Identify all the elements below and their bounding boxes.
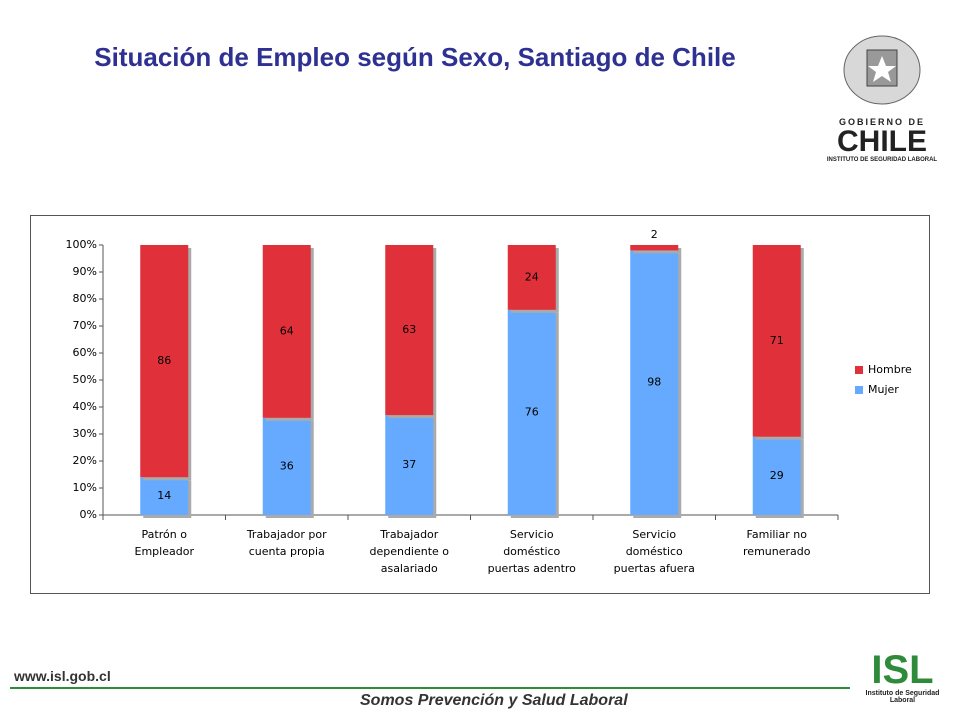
bar xyxy=(140,245,189,478)
bar xyxy=(262,417,311,515)
y-tick-label: 90% xyxy=(73,265,97,278)
bar xyxy=(630,245,679,251)
footer-slogan: Somos Prevención y Salud Laboral xyxy=(360,692,628,709)
bar xyxy=(752,245,801,437)
bar xyxy=(385,245,434,416)
bar-shadow xyxy=(633,248,682,254)
y-tick-label: 10% xyxy=(73,481,97,494)
y-tick-label: 20% xyxy=(73,454,97,467)
bar xyxy=(507,245,556,310)
y-tick-label: 50% xyxy=(73,373,97,386)
bar xyxy=(752,436,801,515)
legend-swatch xyxy=(855,366,863,374)
bar xyxy=(630,250,679,515)
y-tick-label: 70% xyxy=(73,319,97,332)
value-label: 64 xyxy=(280,324,294,337)
legend-label: Mujer xyxy=(868,383,899,396)
y-tick-label: 40% xyxy=(73,400,97,413)
value-label: 14 xyxy=(157,489,171,502)
legend-label: Hombre xyxy=(868,363,912,376)
isl-sub: Instituto de Seguridad Laboral xyxy=(865,690,940,704)
y-tick-label: 80% xyxy=(73,292,97,305)
y-tick-label: 60% xyxy=(73,346,97,359)
bar xyxy=(507,309,556,515)
value-label: 71 xyxy=(770,334,784,347)
footer-url: www.isl.gob.cl xyxy=(14,668,111,684)
x-tick-label: Trabajador por cuenta propia xyxy=(246,528,327,558)
value-label: 37 xyxy=(402,458,416,471)
value-label: 98 xyxy=(647,376,661,389)
logo-main: CHILE xyxy=(837,125,927,158)
value-label: 2 xyxy=(651,228,658,241)
isl-logo: ISL Instituto de Seguridad Laboral xyxy=(855,650,950,704)
slide-title: Situación de Empleo según Sexo, Santiago… xyxy=(94,42,736,72)
value-label: 36 xyxy=(280,459,294,472)
coat-of-arms xyxy=(843,35,921,105)
x-tick-label: Servicio doméstico puertas afuera xyxy=(614,528,695,575)
value-label: 29 xyxy=(770,469,784,482)
y-tick-label: 100% xyxy=(66,238,97,251)
bar xyxy=(385,415,434,515)
value-label: 76 xyxy=(525,405,539,418)
value-label: 86 xyxy=(157,354,171,367)
x-tick-label: Servicio doméstico puertas adentro xyxy=(488,528,577,575)
value-label: 63 xyxy=(402,323,416,336)
bar xyxy=(140,477,189,515)
isl-main: ISL xyxy=(871,648,934,692)
x-tick-label: Patrón o Empleador xyxy=(135,528,195,558)
chart-frame xyxy=(30,215,930,594)
logo-sub: INSTITUTO DE SEGURIDAD LABORAL xyxy=(826,157,938,163)
legend-swatch xyxy=(855,386,863,394)
x-tick-label: Familiar no remunerado xyxy=(743,528,811,558)
value-label: 24 xyxy=(525,270,539,283)
gov-logo: GOBIERNO DE CHILE INSTITUTO DE SEGURIDAD… xyxy=(822,20,942,163)
y-tick-label: 30% xyxy=(73,427,97,440)
bar xyxy=(262,245,311,418)
logo-top: GOBIERNO DE xyxy=(838,117,925,127)
y-tick-label: 0% xyxy=(80,508,97,521)
x-tick-label: Trabajador dependiente o asalariado xyxy=(369,528,449,575)
